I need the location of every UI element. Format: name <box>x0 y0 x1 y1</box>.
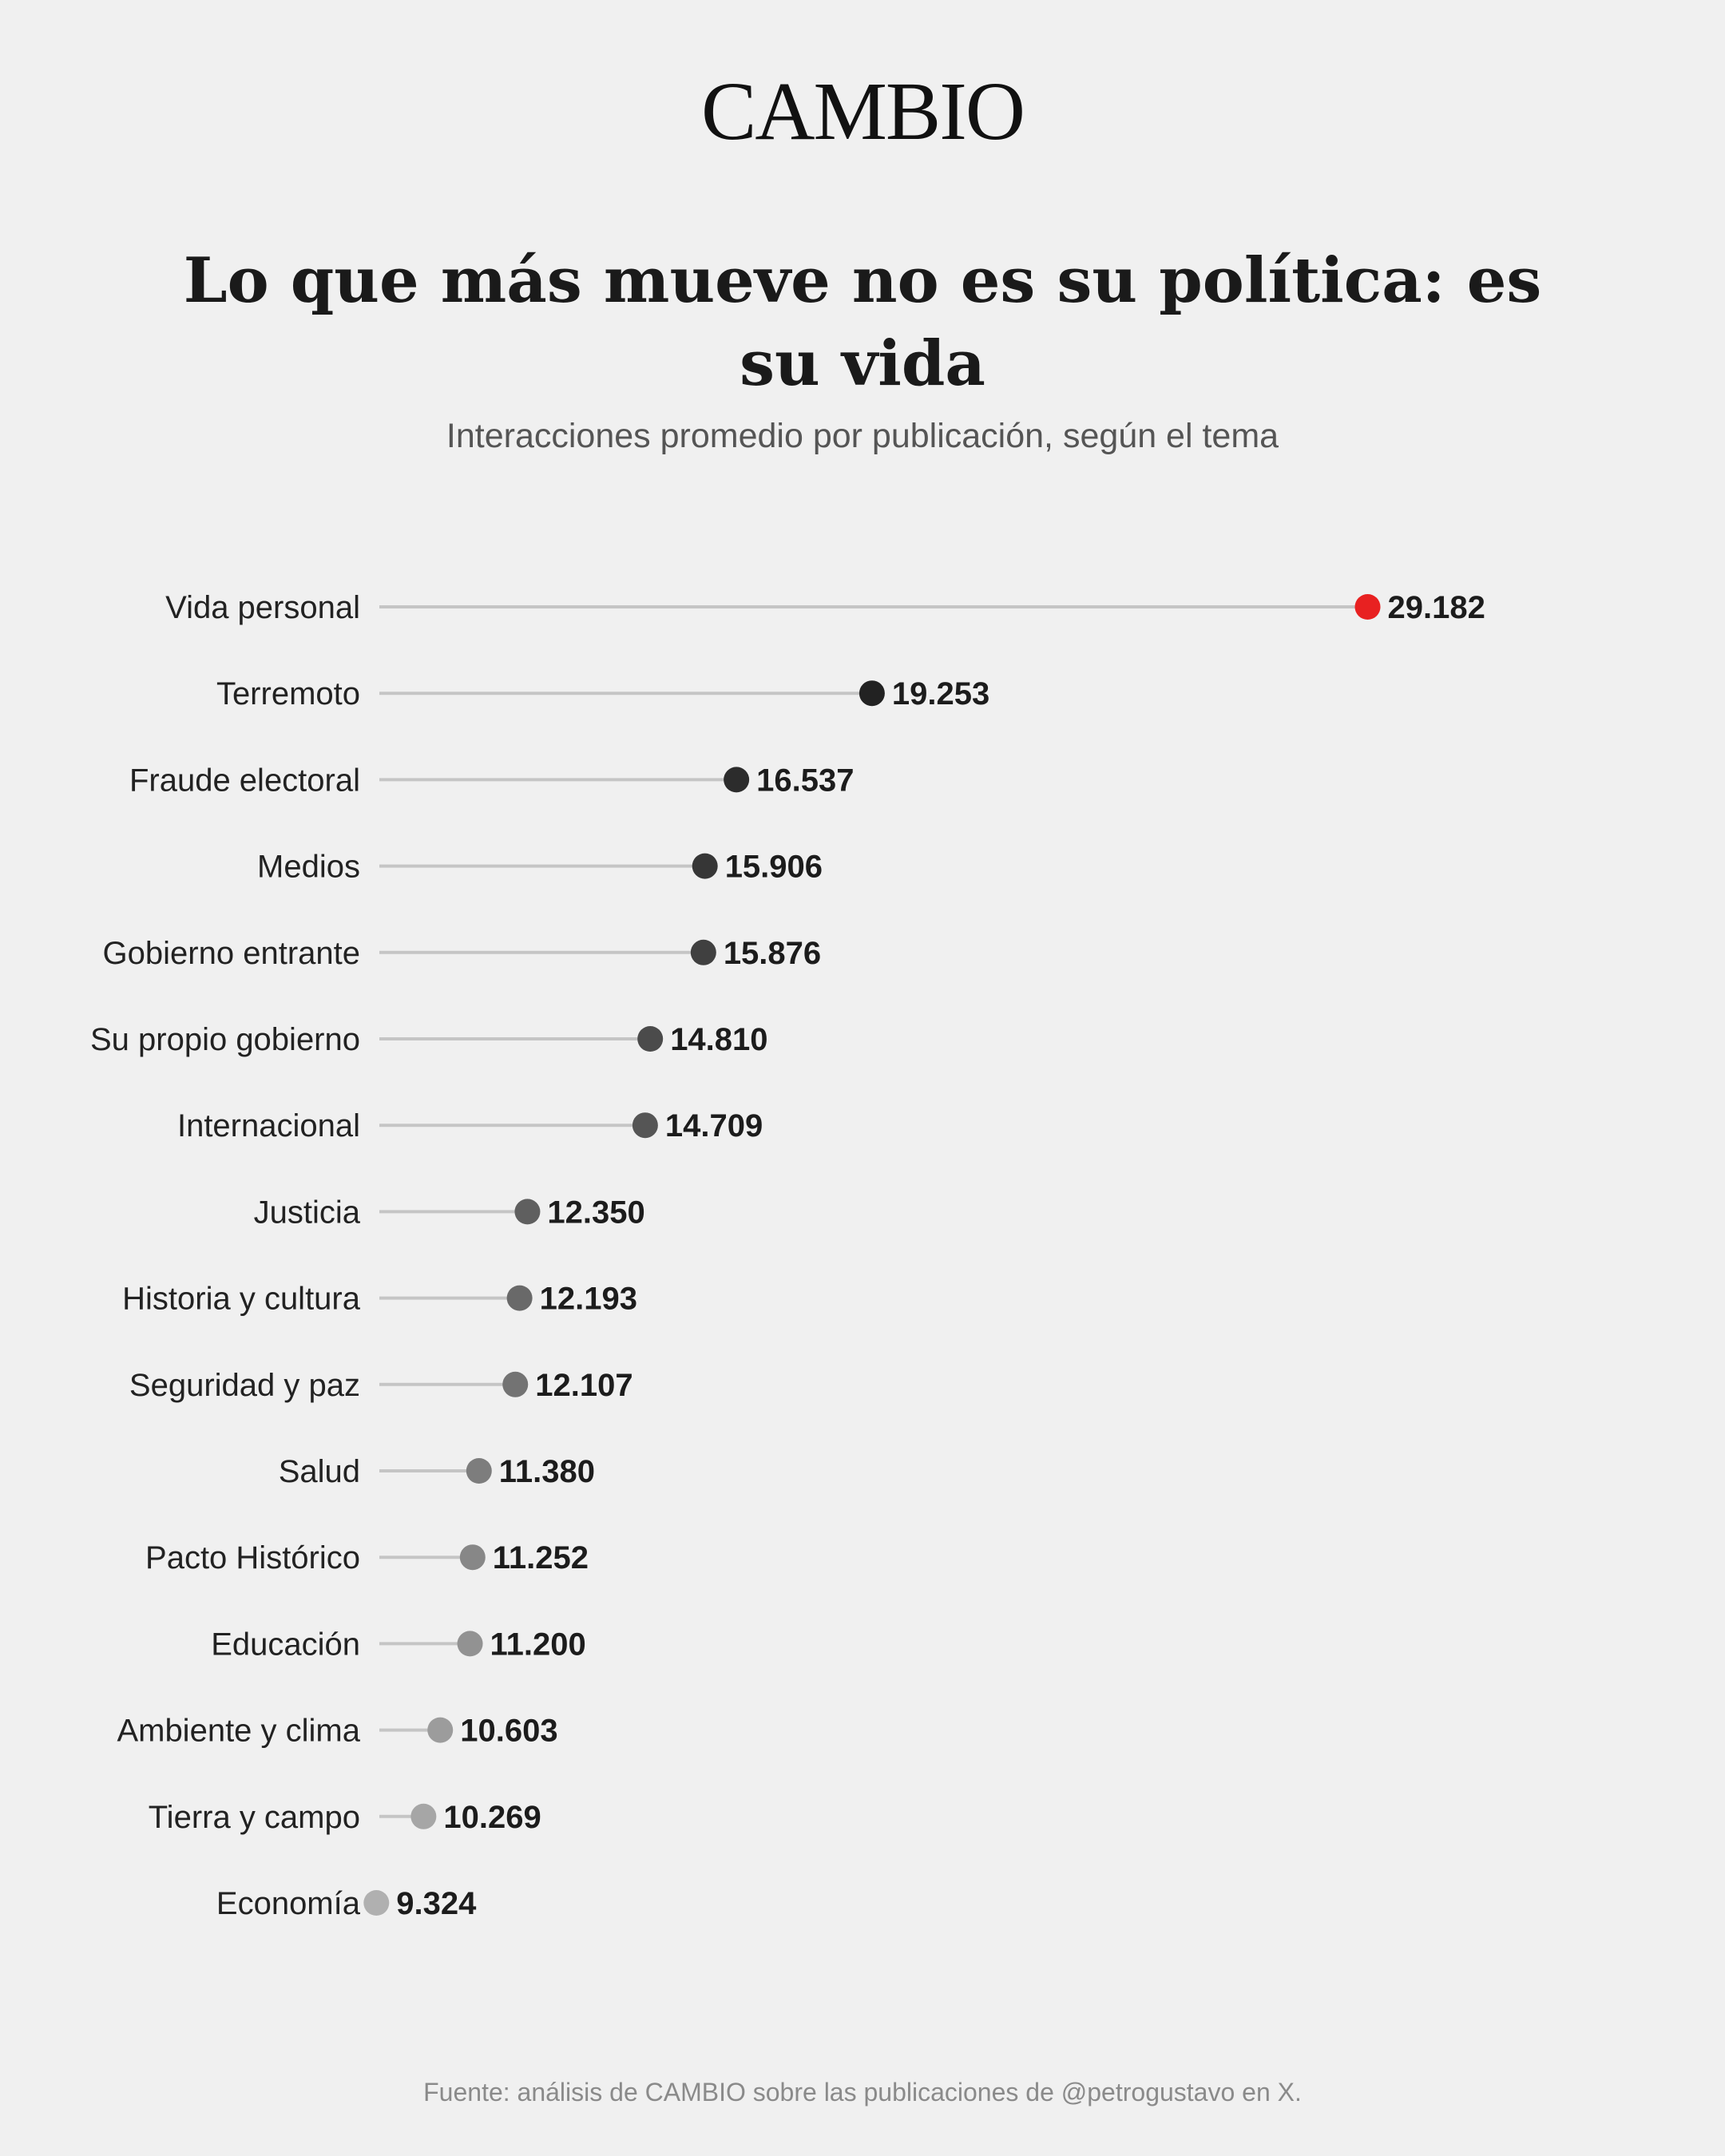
chart-row: Historia y cultura 12.193 <box>122 1282 637 1317</box>
category-label: Justicia <box>254 1195 361 1230</box>
data-point <box>724 767 750 793</box>
data-point <box>632 1112 658 1139</box>
value-label: 12.107 <box>535 1368 632 1403</box>
data-point <box>502 1371 529 1397</box>
value-label: 9.324 <box>396 1886 477 1921</box>
category-label: Economía <box>216 1886 361 1921</box>
data-point <box>459 1544 486 1571</box>
data-point <box>457 1631 483 1657</box>
chart-row: Terremoto 19.253 <box>216 676 989 711</box>
value-label: 12.350 <box>547 1195 644 1230</box>
value-label: 29.182 <box>1388 590 1485 625</box>
chart-row: Vida personal 29.182 <box>165 590 1485 625</box>
lollipop-chart: Vida personal 29.182 Terremoto 19.253 Fraude… <box>90 590 1485 1921</box>
data-point <box>506 1285 533 1311</box>
data-point <box>466 1458 492 1484</box>
chart-row: Tierra y campo 10.269 <box>149 1800 541 1835</box>
chart-row: Educación 11.200 <box>211 1627 585 1662</box>
chart-row: Pacto Histórico 11.252 <box>145 1540 589 1575</box>
data-point <box>859 680 885 707</box>
category-label: Medios <box>257 850 360 885</box>
value-label: 15.906 <box>725 850 823 885</box>
data-point <box>690 939 716 965</box>
brand-logo: CAMBIO <box>700 65 1025 157</box>
category-label: Vida personal <box>165 590 360 625</box>
data-point <box>1354 594 1381 620</box>
data-point <box>692 853 718 879</box>
value-label: 10.269 <box>443 1800 541 1835</box>
value-label: 15.876 <box>724 936 821 971</box>
value-label: 12.193 <box>540 1282 637 1317</box>
value-label: 11.380 <box>499 1454 595 1489</box>
value-label: 11.252 <box>493 1540 589 1575</box>
value-label: 19.253 <box>892 676 989 711</box>
chart-row: Seguridad y paz 12.107 <box>129 1368 633 1403</box>
value-label: 16.537 <box>756 763 854 798</box>
source-note: Fuente: análisis de CAMBIO sobre las pub… <box>423 2078 1302 2106</box>
chart-subtitle: Interacciones promedio por publicación, … <box>446 417 1279 455</box>
data-point <box>363 1890 390 1916</box>
category-label: Seguridad y paz <box>129 1368 360 1403</box>
chart-row: Internacional 14.709 <box>177 1108 763 1143</box>
data-point <box>410 1803 437 1829</box>
value-label: 11.200 <box>490 1627 586 1662</box>
category-label: Fraude electoral <box>129 763 360 798</box>
category-label: Tierra y campo <box>149 1800 360 1835</box>
category-label: Su propio gobierno <box>90 1022 360 1057</box>
chart-row: Medios 15.906 <box>257 850 823 885</box>
data-point <box>427 1717 454 1743</box>
chart-row: Salud 11.380 <box>279 1454 595 1489</box>
chart-title: Lo que más mueve no es su política: es s… <box>183 244 1542 400</box>
category-label: Educación <box>211 1627 360 1662</box>
chart-row: Ambiente y clima 10.603 <box>117 1714 557 1749</box>
category-label: Internacional <box>177 1108 360 1143</box>
chart-row: Economía 9.324 <box>216 1886 477 1921</box>
category-label: Salud <box>279 1454 360 1489</box>
data-point <box>637 1026 664 1052</box>
data-point <box>514 1199 541 1225</box>
chart-row: Gobierno entrante 15.876 <box>103 936 822 971</box>
chart-row: Su propio gobierno 14.810 <box>90 1022 768 1057</box>
category-label: Terremoto <box>216 676 360 711</box>
value-label: 14.709 <box>665 1108 763 1143</box>
chart-row: Fraude electoral 16.537 <box>129 763 855 798</box>
chart-row: Justicia 12.350 <box>254 1195 645 1230</box>
category-label: Ambiente y clima <box>117 1714 360 1749</box>
category-label: Gobierno entrante <box>103 936 360 971</box>
category-label: Historia y cultura <box>122 1282 361 1317</box>
value-label: 10.603 <box>460 1714 557 1749</box>
category-label: Pacto Histórico <box>145 1540 360 1575</box>
value-label: 14.810 <box>670 1022 767 1057</box>
